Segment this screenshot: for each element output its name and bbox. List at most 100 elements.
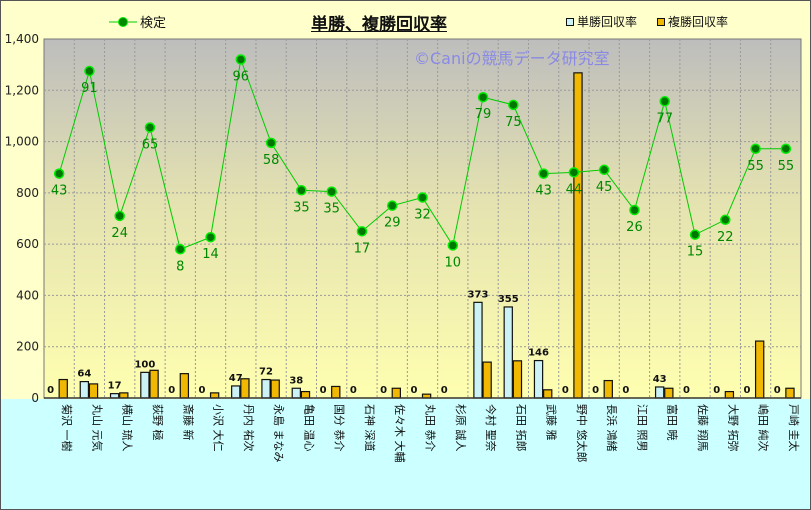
bar-fukusho: [785, 387, 795, 399]
legend-swatch-icon: [657, 17, 665, 26]
bar-data-label: 0: [683, 385, 690, 396]
kentei-marker: [477, 91, 489, 103]
kentei-marker: [356, 226, 368, 237]
legend-item-fukusho: 複勝回収率: [657, 13, 728, 30]
y-tick-label: 1,200: [5, 83, 39, 97]
bar-tansho: [140, 371, 150, 399]
kentei-data-label: 22: [717, 230, 734, 245]
kentei-marker: [720, 214, 731, 226]
kentei-data-label: 35: [323, 202, 340, 217]
watermark: ©Caniの競馬データ研究室: [414, 49, 610, 68]
kentei-marker: [598, 164, 610, 176]
kentei-data-label: 8: [176, 259, 184, 274]
bar-fukusho: [88, 383, 99, 399]
bar-data-label: 0: [441, 385, 448, 396]
x-category-label: 荻野 極: [151, 404, 165, 441]
x-category-label: 国分 恭介: [333, 404, 346, 452]
bar-tansho: [503, 306, 513, 399]
bar-data-label: 0: [622, 385, 629, 396]
bar-data-label: 146: [528, 348, 549, 359]
x-category-label: 丸田 恭介: [424, 404, 437, 452]
bar-fukusho: [149, 369, 159, 399]
kentei-marker: [326, 186, 337, 197]
bar-data-label: 64: [77, 369, 91, 380]
kentei-marker: [205, 231, 216, 243]
kentei-marker: [538, 168, 549, 179]
bar-data-label: 0: [562, 385, 569, 396]
bar-fukusho: [512, 360, 523, 399]
kentei-marker: [235, 54, 247, 65]
kentei-marker: [568, 167, 580, 178]
kentei-data-label: 45: [596, 180, 613, 195]
kentei-data-label: 65: [142, 137, 159, 152]
bar-fukusho: [603, 379, 613, 399]
x-category-label: 武藤 雅: [545, 404, 559, 441]
x-label-area: [1, 399, 810, 509]
bar-data-label: 17: [108, 381, 122, 392]
x-category-label: 大野 拓弥: [726, 404, 740, 452]
x-category-label: 野中 悠太郎: [575, 404, 589, 463]
bar-data-label: 47: [229, 373, 243, 384]
kentei-data-label: 43: [51, 184, 68, 199]
x-category-label: 江田 照男: [635, 404, 648, 452]
bar-tansho: [261, 378, 271, 399]
bar-fukusho: [270, 379, 280, 399]
x-category-label: 佐々木 大輔: [393, 404, 407, 463]
x-category-label: 亀田 温心: [302, 404, 316, 452]
bar-fukusho: [754, 340, 765, 399]
kentei-marker: [53, 168, 65, 179]
kentei-marker: [386, 200, 398, 211]
x-category-label: 今村 聖奈: [484, 404, 498, 452]
kentei-marker: [417, 192, 428, 203]
kentei-marker: [629, 204, 640, 216]
kentei-data-label: 26: [626, 220, 643, 235]
kentei-marker: [447, 240, 459, 251]
legend-label: 検定: [140, 16, 167, 31]
kentei-data-label: 75: [505, 115, 522, 130]
bar-data-label: 0: [592, 385, 599, 396]
kentei-marker: [265, 137, 277, 149]
bar-data-label: 0: [774, 385, 781, 396]
bar-data-label: 100: [134, 359, 155, 370]
legend-swatch-icon: [566, 17, 574, 26]
kentei-data-label: 96: [233, 70, 250, 85]
bar-fukusho: [179, 373, 190, 399]
kentei-marker: [296, 185, 307, 196]
bar-fukusho: [543, 389, 553, 399]
kentei-marker: [659, 96, 670, 107]
x-category-label: 長浜 鴻緒: [605, 404, 619, 452]
x-category-label: 嶋田 純次: [757, 404, 771, 452]
bar-fukusho: [391, 387, 401, 399]
kentei-data-label: 77: [656, 111, 673, 126]
kentei-data-label: 55: [747, 159, 764, 174]
bar-data-label: 0: [350, 385, 357, 396]
legend-item-tansho: 単勝回収率: [566, 13, 637, 30]
x-category-label: 永島 まなみ: [272, 404, 286, 463]
legend-label: 単勝回収率: [577, 15, 638, 29]
y-tick-label: 1,400: [5, 32, 39, 46]
y-tick-label: 800: [16, 186, 39, 200]
bar-data-label: 0: [168, 385, 175, 396]
kentei-data-label: 24: [111, 226, 128, 241]
y-tick-label: 200: [16, 340, 39, 354]
x-category-label: 菊沢 一樹: [60, 404, 74, 452]
x-category-label: 斎藤 新: [181, 404, 195, 441]
bar-tansho: [231, 385, 241, 399]
kentei-marker: [144, 122, 156, 133]
bar-data-label: 0: [380, 385, 387, 396]
bar-fukusho: [573, 72, 583, 399]
y-tick-label: 0: [31, 391, 39, 405]
x-category-label: 富田 暁: [666, 404, 680, 441]
legend-label: 複勝回収率: [668, 15, 729, 29]
bar-data-label: 0: [47, 385, 54, 396]
x-category-label: 横山 琉人: [121, 404, 135, 452]
y-tick-label: 1,000: [5, 135, 39, 149]
bar-data-label: 0: [713, 385, 720, 396]
x-category-label: 杉原 誠人: [454, 404, 468, 452]
bar-fukusho: [119, 392, 129, 399]
bar-data-label: 0: [198, 385, 205, 396]
bar-tansho: [291, 387, 301, 399]
bar-fukusho: [664, 387, 674, 399]
